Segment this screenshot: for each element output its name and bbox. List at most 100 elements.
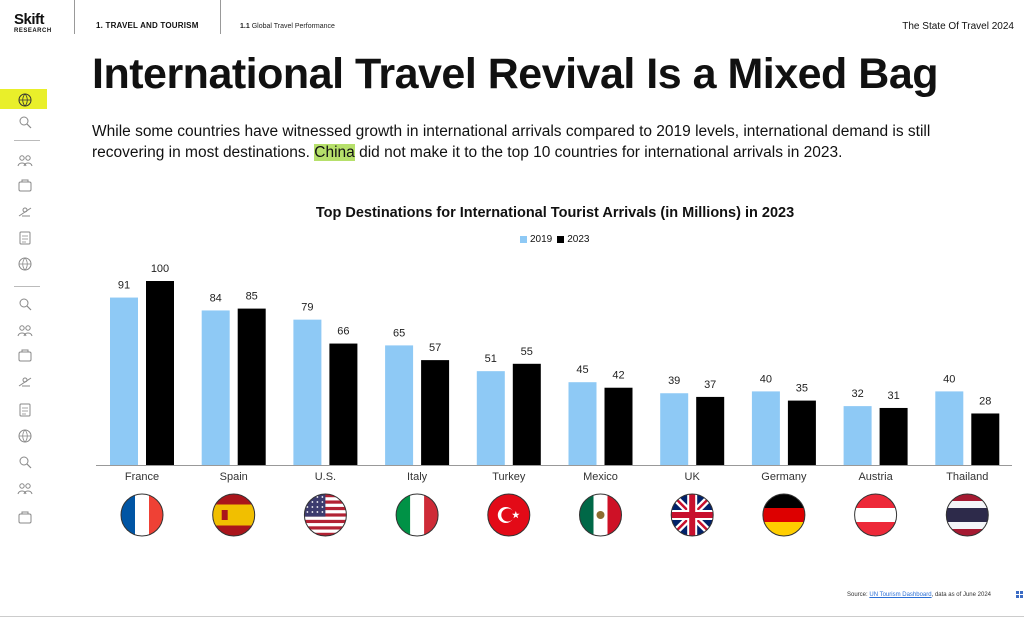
passport-icon[interactable] [16, 296, 34, 312]
logo-subtitle: RESEARCH [14, 28, 52, 34]
data-label: 28 [979, 395, 991, 407]
data-label: 55 [521, 346, 533, 358]
car-icon[interactable] [16, 510, 34, 526]
bar-2023-turkey [512, 363, 541, 465]
subsection-number: 1.1 [240, 23, 250, 30]
bar-2023-germany [787, 400, 816, 465]
category-label: France [125, 471, 159, 483]
bar-2019-uk [660, 393, 689, 465]
header: Skift RESEARCH 1. TRAVEL AND TOURISM 1.1… [0, 0, 1024, 40]
data-label: 42 [612, 370, 624, 382]
bar-2019-italy [385, 345, 414, 465]
home-icon[interactable] [16, 348, 34, 364]
bar-2023-mexico [604, 387, 633, 465]
bar-2023-france [146, 281, 174, 465]
bar-2023-italy [421, 360, 450, 465]
chart-legend: 2019 2023 [520, 234, 590, 245]
category-label: U.S. [315, 471, 336, 483]
data-label: 32 [851, 388, 863, 400]
globe-icon[interactable] [16, 92, 34, 108]
source-suffix: , data as of June 2024 [931, 592, 991, 598]
bar-2019-austria [843, 406, 872, 465]
bar-2019-thailand [935, 391, 964, 465]
data-label: 100 [151, 263, 169, 275]
agent-icon[interactable] [16, 454, 34, 470]
category-label: UK [685, 471, 701, 483]
category-label: Turkey [492, 471, 526, 483]
legend-swatch-2019 [520, 236, 527, 243]
bar-2019-france [110, 297, 138, 465]
bar-2019-turkey [476, 371, 505, 465]
people-icon[interactable] [16, 152, 34, 168]
handshake-icon[interactable] [16, 178, 34, 194]
bar-2019-spain [201, 310, 230, 465]
header-divider [74, 0, 75, 34]
bar-2023-us [329, 343, 358, 465]
legend-label-2023: 2023 [567, 234, 590, 245]
sidebar-active-highlight [0, 89, 47, 109]
bar-2023-spain [237, 308, 266, 465]
data-label: 84 [210, 292, 222, 304]
section-title: 1. TRAVEL AND TOURISM [96, 21, 199, 30]
subsection-title: 1.1 Global Travel Performance [240, 23, 335, 30]
bar-2019-us [293, 319, 322, 465]
category-label: Austria [858, 471, 893, 483]
sidebar-divider [14, 286, 40, 287]
data-label: 40 [760, 373, 772, 385]
legend-swatch-2023 [557, 236, 565, 243]
data-label: 57 [429, 342, 441, 354]
italy-flag [395, 493, 439, 537]
intro-text: While some countries have witnessed grow… [92, 123, 931, 161]
page-title: International Travel Revival Is a Mixed … [92, 50, 939, 98]
data-label: 45 [576, 364, 588, 376]
category-label: Mexico [583, 471, 618, 483]
thailand-flag [945, 493, 989, 537]
germany-flag [762, 493, 806, 537]
intro-text-end: did not make it to the top 10 countries … [354, 144, 843, 161]
bell-icon[interactable] [16, 322, 34, 338]
data-label: 91 [118, 280, 130, 292]
category-label: Italy [407, 471, 428, 483]
source-prefix: Source: [847, 592, 870, 598]
source-link[interactable]: UN Tourism Dashboard [869, 592, 932, 598]
plane-icon[interactable] [16, 204, 34, 220]
data-label: 31 [887, 390, 899, 402]
source-note: Source: UN Tourism Dashboard, data as of… [847, 592, 991, 598]
data-label: 51 [485, 353, 497, 365]
data-label: 35 [796, 383, 808, 395]
data-label: 79 [301, 302, 313, 314]
bar-2023-austria [879, 407, 908, 465]
footer-divider [0, 616, 1024, 617]
legend-label-2019: 2019 [530, 234, 553, 245]
sidebar-divider [14, 140, 40, 141]
header-divider [220, 0, 221, 34]
uk-flag [670, 493, 714, 537]
cruise-ship-icon[interactable] [16, 480, 34, 496]
laptop-icon[interactable] [16, 374, 34, 390]
us-flag [303, 493, 347, 537]
family-icon[interactable] [16, 402, 34, 418]
piggy-bank-icon[interactable] [16, 256, 34, 272]
category-label: Thailand [946, 471, 988, 483]
data-label: 85 [246, 291, 258, 303]
mexico-flag [579, 493, 622, 537]
spain-flag [212, 493, 256, 537]
logo-wordmark: Skift [14, 11, 45, 28]
brain-icon[interactable] [16, 230, 34, 246]
chart-title: Top Destinations for International Touri… [315, 205, 795, 221]
subsection-label: Global Travel Performance [251, 23, 335, 30]
france-flag [120, 493, 164, 537]
bar-2023-thailand [971, 413, 1000, 465]
data-label: 40 [943, 373, 955, 385]
search-icon[interactable] [16, 114, 34, 130]
turkey-flag [487, 493, 531, 537]
bar-2019-germany [751, 391, 780, 465]
category-label: Spain [220, 471, 248, 483]
intro-paragraph: While some countries have witnessed grow… [92, 121, 992, 163]
highlighted-term: China [314, 144, 355, 161]
data-label: 39 [668, 375, 680, 387]
calendar-icon[interactable] [16, 428, 34, 444]
skift-research-logo[interactable]: Skift RESEARCH [14, 12, 52, 34]
grid-icon[interactable] [1016, 591, 1024, 599]
